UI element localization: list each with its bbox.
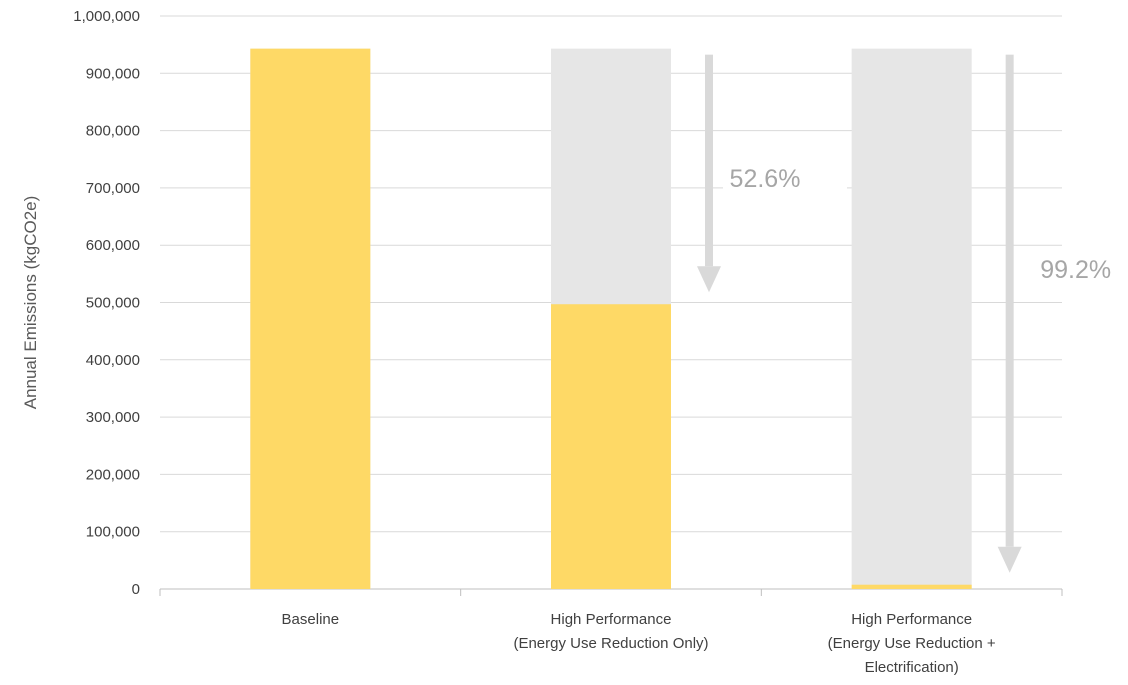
arrow-shaft: [705, 54, 713, 267]
y-tick-label: 800,000: [86, 123, 140, 140]
y-tick-label: 700,000: [86, 180, 140, 197]
y-tick-label: 600,000: [86, 237, 140, 254]
category-label: (Energy Use Reduction Only): [513, 635, 708, 652]
y-tick-label: 0: [132, 581, 140, 598]
bar-emissions: [851, 584, 972, 589]
y-tick-label: 500,000: [86, 295, 140, 312]
y-axis-label: Annual Emissions (kgCO2e): [21, 196, 40, 410]
y-tick-label: 200,000: [86, 466, 140, 483]
category-label: Electrification): [865, 659, 959, 676]
y-tick-labels: 0 100,000 200,000 300,000 400,000 500,000 600,…: [73, 8, 140, 598]
bar-emissions: [250, 48, 371, 589]
bar-emissions: [551, 304, 671, 589]
bars: [250, 48, 972, 589]
y-tick-label: 900,000: [86, 65, 140, 82]
category-label: High Performance: [551, 611, 672, 628]
reduction-arrows: 52.6% 99.2%: [697, 54, 1128, 573]
y-tick-label: 300,000: [86, 409, 140, 426]
annotation-backdrop: [723, 159, 847, 199]
bar-background: [851, 48, 972, 589]
annotation-backdrop: [1023, 250, 1128, 290]
y-tick-label: 400,000: [86, 352, 140, 369]
category-label: (Energy Use Reduction +: [828, 635, 996, 652]
y-tick-label: 1,000,000: [73, 8, 140, 25]
reduction-percent-label: 52.6%: [730, 165, 801, 193]
category-label: Baseline: [282, 611, 340, 628]
y-tick-label: 100,000: [86, 524, 140, 541]
category-labels: Baseline High Performance (Energy Use Redu…: [282, 611, 996, 676]
reduction-percent-label: 99.2%: [1040, 256, 1111, 284]
arrow-head: [997, 546, 1022, 573]
arrow-shaft: [1005, 54, 1014, 547]
category-label: High Performance: [851, 611, 972, 628]
arrow-head: [697, 266, 721, 293]
